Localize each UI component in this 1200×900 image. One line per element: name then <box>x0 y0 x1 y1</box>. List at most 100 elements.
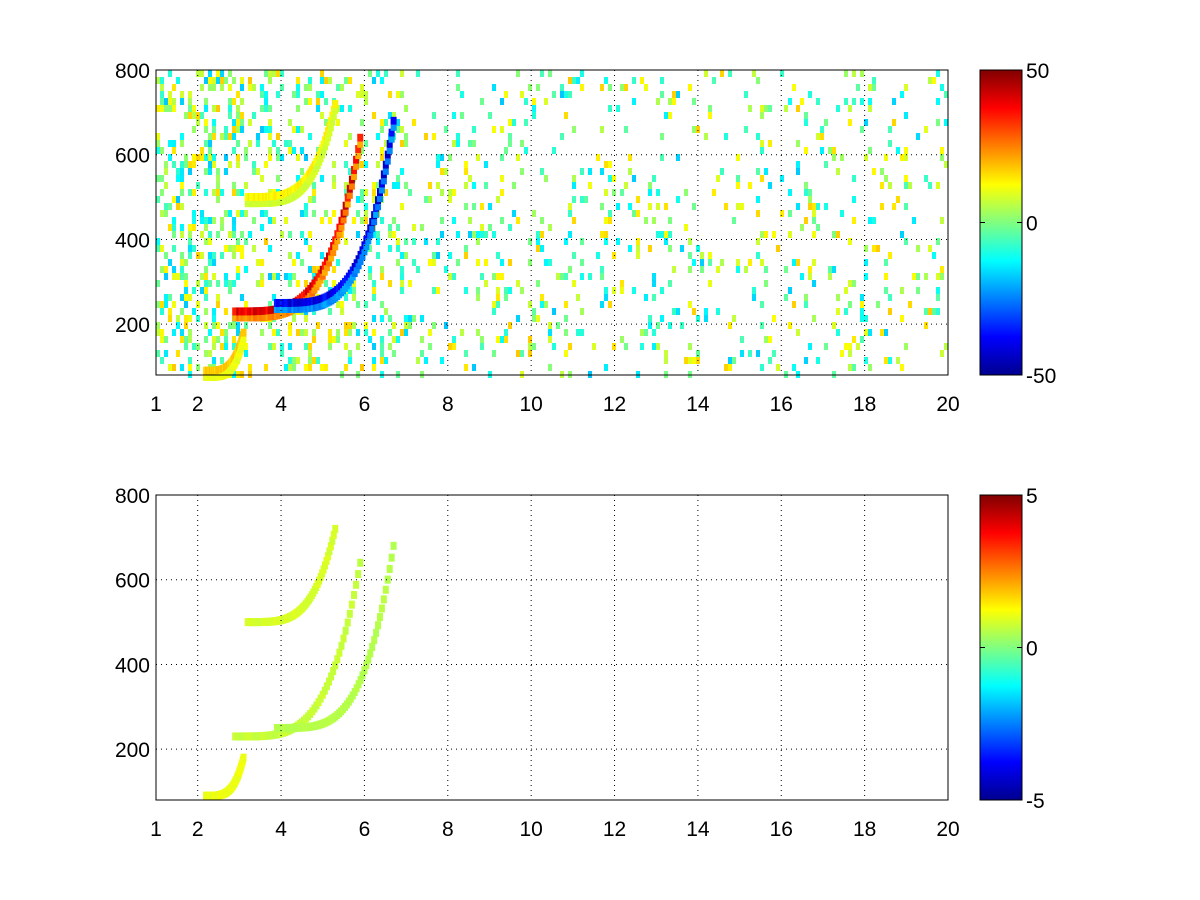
x-tick-label: 18 <box>853 818 876 841</box>
heatmap-cell <box>372 287 376 294</box>
heatmap-feature-cell <box>340 634 347 643</box>
heatmap-cell <box>552 147 556 154</box>
heatmap-cell <box>320 364 324 371</box>
heatmap-cell <box>468 231 472 238</box>
heatmap-cell <box>228 112 232 119</box>
heatmap-cell <box>332 175 336 182</box>
heatmap-cell <box>936 98 940 105</box>
heatmap-cell <box>632 287 636 294</box>
heatmap-cell <box>304 364 308 371</box>
heatmap-cell <box>540 301 544 308</box>
heatmap-cell <box>304 84 308 91</box>
heatmap-cell <box>364 98 368 105</box>
heatmap-cell <box>240 119 244 126</box>
heatmap-cell <box>476 154 480 161</box>
heatmap-cell <box>576 77 580 84</box>
heatmap-cell <box>212 343 216 350</box>
heatmap-cell <box>940 266 944 273</box>
heatmap-cell <box>188 98 192 105</box>
heatmap-cell <box>396 119 400 126</box>
heatmap-cell <box>500 126 504 133</box>
heatmap-cell <box>860 308 864 315</box>
heatmap-cell <box>532 98 536 105</box>
heatmap-cell <box>732 357 736 364</box>
heatmap-cell <box>608 175 612 182</box>
heatmap-cell <box>420 224 424 231</box>
heatmap-cell <box>476 231 480 238</box>
heatmap-cell <box>268 154 272 161</box>
heatmap-cell <box>188 238 192 245</box>
heatmap-cell <box>928 308 932 315</box>
heatmap-cell <box>156 245 160 252</box>
heatmap-cell <box>884 259 888 266</box>
x-tick-label: 4 <box>275 818 287 841</box>
heatmap-cell <box>456 259 460 266</box>
heatmap-cell <box>320 217 324 224</box>
heatmap-cell <box>796 140 800 147</box>
heatmap-cell <box>212 259 216 266</box>
heatmap-cell <box>896 196 900 203</box>
heatmap-cell <box>400 203 404 210</box>
heatmap-cell <box>760 175 764 182</box>
heatmap-feature-cell <box>330 530 337 539</box>
heatmap-cell <box>400 70 404 77</box>
heatmap-cell <box>336 329 340 336</box>
heatmap-cell <box>756 77 760 84</box>
heatmap-cell <box>412 259 416 266</box>
heatmap-cell <box>600 126 604 133</box>
heatmap-cell <box>204 336 208 343</box>
heatmap-cell <box>780 210 784 217</box>
heatmap-cell <box>372 196 376 203</box>
heatmap-cell <box>656 343 660 350</box>
heatmap-cell <box>760 322 764 329</box>
heatmap-cell <box>188 252 192 259</box>
heatmap-cell <box>184 343 188 350</box>
heatmap-cell <box>688 301 692 308</box>
heatmap-cell <box>236 238 240 245</box>
heatmap-cell <box>248 77 252 84</box>
heatmap-cell <box>288 364 292 371</box>
heatmap-cell <box>432 252 436 259</box>
heatmap-cell <box>696 315 700 322</box>
heatmap-cell <box>180 329 184 336</box>
heatmap-cell <box>676 308 680 315</box>
heatmap-cell <box>772 315 776 322</box>
heatmap-feature-cell <box>322 144 329 151</box>
heatmap-cell <box>252 217 256 224</box>
heatmap-cell <box>524 147 528 154</box>
heatmap-feature-cell <box>365 655 372 664</box>
heatmap-cell <box>452 343 456 350</box>
heatmap-cell <box>376 70 380 77</box>
heatmap-cell <box>568 77 572 84</box>
heatmap-cell <box>524 98 528 105</box>
heatmap-cell <box>216 77 220 84</box>
heatmap-cell <box>240 252 244 259</box>
heatmap-cell <box>936 70 940 77</box>
heatmap-cell <box>828 273 832 280</box>
heatmap-cell <box>204 189 208 196</box>
heatmap-cell <box>600 203 604 210</box>
heatmap-cell <box>628 154 632 161</box>
x-tick-label: 16 <box>770 818 793 841</box>
heatmap-cell <box>480 273 484 280</box>
heatmap-cell <box>260 105 264 112</box>
heatmap-cell <box>304 343 308 350</box>
heatmap-cell <box>816 224 820 231</box>
heatmap-cell <box>896 147 900 154</box>
heatmap-cell <box>408 315 412 322</box>
heatmap-cell <box>212 133 216 140</box>
heatmap-cell <box>324 280 328 287</box>
heatmap-cell <box>228 84 232 91</box>
heatmap-cell <box>308 196 312 203</box>
heatmap-cell <box>172 84 176 91</box>
heatmap-cell <box>604 231 608 238</box>
heatmap-cell <box>252 84 256 91</box>
heatmap-feature-cell <box>336 648 343 657</box>
heatmap-cell <box>504 147 508 154</box>
heatmap-cell <box>196 70 200 77</box>
heatmap-cell <box>356 196 360 203</box>
heatmap-cell <box>596 252 600 259</box>
heatmap-cell <box>344 182 348 189</box>
heatmap-cell <box>604 217 608 224</box>
